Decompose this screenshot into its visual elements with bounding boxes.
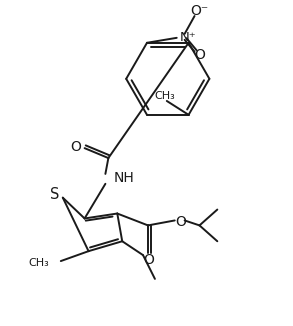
Text: O: O xyxy=(175,215,186,230)
Text: S: S xyxy=(50,187,59,202)
Text: NH: NH xyxy=(113,171,134,185)
Text: CH₃: CH₃ xyxy=(154,91,175,101)
Text: O⁻: O⁻ xyxy=(190,4,209,18)
Text: O: O xyxy=(144,253,154,267)
Text: O: O xyxy=(194,48,205,62)
Text: N⁺: N⁺ xyxy=(180,31,196,44)
Text: CH₃: CH₃ xyxy=(28,258,49,268)
Text: O: O xyxy=(70,140,81,154)
